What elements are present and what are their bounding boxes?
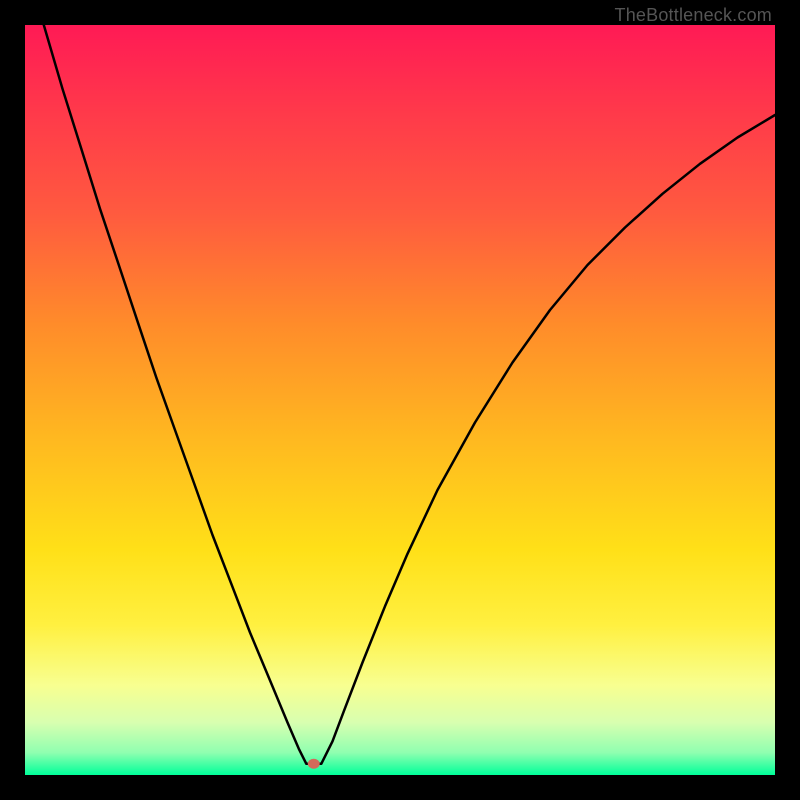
optimum-marker — [308, 759, 320, 769]
bottleneck-chart: TheBottleneck.com — [0, 0, 800, 800]
watermark-text: TheBottleneck.com — [615, 5, 772, 26]
plot-area — [25, 25, 775, 775]
chart-svg — [0, 0, 800, 800]
